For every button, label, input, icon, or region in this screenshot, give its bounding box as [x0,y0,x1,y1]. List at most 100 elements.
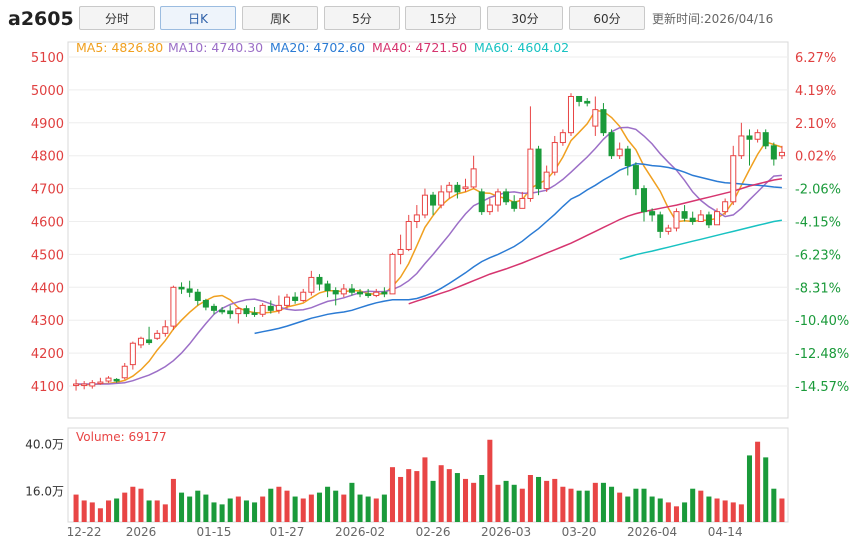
volume-bar [600,482,606,522]
candle-body [154,332,161,339]
ma-legend-item: MA5: 4826.80 [76,40,163,55]
date-tick-label: 02-26 [416,525,451,538]
kline-chart[interactable]: MA5: 4826.80 MA10: 4740.30 MA20: 4702.60 MA… [0,36,854,538]
percent-tick-label: -6.23% [795,248,841,263]
candle-body [689,217,696,223]
date-tick-label: 04-14 [708,525,743,538]
period-tab-weekly[interactable]: 周K [242,6,318,30]
volume-bar [714,498,720,522]
candle-body [170,286,177,327]
candle-body [178,286,185,290]
period-tab-timeshare[interactable]: 分时 [79,6,155,30]
date-tick-label: 2026 [126,525,157,538]
volume-pane-frame [67,427,789,523]
percent-tick-label: -2.06% [795,183,841,198]
candle-body [202,299,209,308]
volume-bar [544,480,550,522]
volume-bar [446,469,452,522]
volume-bar [373,498,379,522]
date-tick-label: 2026-02 [335,525,385,538]
volume-bar [333,490,339,522]
candle-body [722,201,729,213]
candle-body [665,227,672,232]
volume-bar [568,488,574,522]
percent-tick-label: -4.15% [795,216,841,231]
percent-tick-label: 0.02% [795,150,836,165]
volume-bar [122,492,128,522]
candle-body [308,276,315,293]
ma-legend-item: MA40: 4721.50 [372,40,467,55]
candle-body [673,211,680,229]
candle-body [681,211,688,219]
candle-body [649,211,656,216]
candle-body [551,142,558,173]
volume-bar [389,467,396,522]
volume-tick-label: 16.0万 [25,485,64,499]
candle-body [624,148,631,167]
candle-body [227,310,234,315]
volume-bar [105,500,112,522]
volume-bar [162,504,168,522]
candle-body [592,109,599,127]
volume-bar [503,480,509,522]
candle-body [137,337,144,346]
volume-bar [252,502,258,522]
volume-bar [746,455,753,522]
candle-body [503,191,510,203]
volume-bar [211,502,217,522]
period-tab-60min[interactable]: 60分 [569,6,645,30]
volume-bar [316,492,322,522]
candle-body [219,309,226,313]
candle-body [730,155,737,203]
volume-bar [406,469,412,522]
candle-body [381,291,388,295]
candle-body [300,291,307,301]
candle-body [251,312,258,315]
volume-bar [592,482,598,522]
candle-body [632,165,639,190]
volume-bar [511,484,517,522]
period-tab-15min[interactable]: 15分 [405,6,481,30]
volume-bar [203,494,209,522]
date-tick-label: 12-22 [67,525,102,538]
volume-bar [114,498,120,522]
volume-bar [779,498,785,522]
volume-bar [195,490,201,522]
candle-body [421,194,428,216]
candle-body [478,191,485,213]
percent-tick-label: -14.57% [795,380,849,395]
period-tab-daily[interactable]: 日K [160,6,236,30]
update-time-label: 更新时间: [652,12,705,26]
volume-bar [130,486,136,522]
candle-body [194,291,201,301]
candle-body [494,191,501,206]
candle-body [413,214,420,222]
candle-body [373,291,380,297]
volume-bar [617,492,623,522]
period-tab-30min[interactable]: 30分 [487,6,563,30]
candle-body [576,95,583,102]
period-tab-5min[interactable]: 5分 [324,6,400,30]
volume-bar [536,476,542,522]
volume-bar [609,486,615,522]
volume-bar [300,498,306,522]
volume-bar [235,496,241,522]
candle-body [316,276,323,285]
volume-bar [665,502,671,522]
percent-tick-label: -12.48% [795,347,849,362]
ma40-line [408,177,783,305]
volume-bar [260,496,266,522]
candle-body [486,204,493,213]
candle-body [543,171,550,190]
price-tick-label: 4700 [31,183,64,198]
candle-body [697,214,704,222]
candles [73,93,785,391]
candle-body [121,365,128,379]
volume-bar [187,496,193,522]
volume-bar [552,478,558,522]
volume-bar [560,486,566,522]
price-tick-label: 5100 [31,51,64,66]
ma-legend-item: MA20: 4702.60 [270,40,365,55]
price-tick-label: 4400 [31,281,64,296]
grid-lines [67,41,789,523]
